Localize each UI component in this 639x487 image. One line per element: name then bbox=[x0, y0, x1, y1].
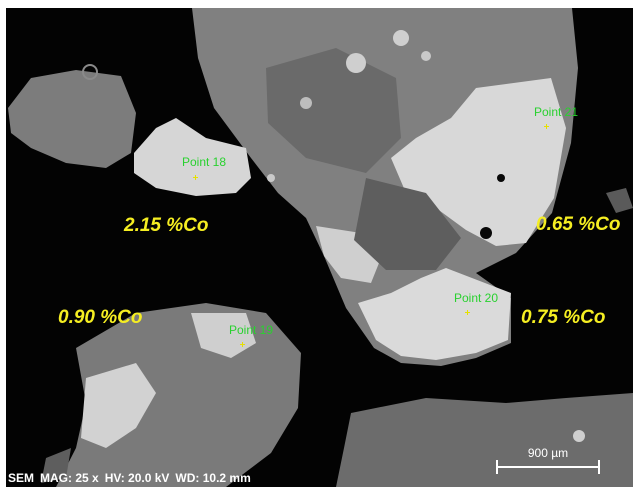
phase-dark-lower bbox=[354, 178, 461, 270]
instrument-label: SEM bbox=[8, 471, 35, 485]
magnification-label: MAG: 25 x bbox=[40, 471, 99, 485]
particle-upper-left bbox=[8, 70, 136, 168]
phase-dark-core bbox=[266, 48, 401, 173]
cobalt-annotation-3: 0.65 %Co bbox=[536, 214, 621, 235]
phase-bright-lower-left-2 bbox=[191, 313, 256, 358]
scale-bar: 900 µm bbox=[496, 446, 600, 476]
point-19-label: Point 19 bbox=[229, 323, 274, 337]
cobalt-annotation-2: 0.90 %Co bbox=[58, 307, 143, 328]
particle-shapes bbox=[8, 8, 633, 487]
phase-bright-upper-left bbox=[134, 118, 251, 196]
voltage-label: HV: 20.0 kV bbox=[104, 471, 170, 485]
point-18-label: Point 18 bbox=[182, 155, 227, 169]
cobalt-annotation-4: 0.75 %Co bbox=[521, 307, 606, 328]
cobalt-annotation-1: 2.15 %Co bbox=[124, 215, 209, 236]
point-20-marker bbox=[465, 310, 470, 315]
scale-bar-tick-right bbox=[598, 460, 600, 474]
phase-bright-right bbox=[391, 78, 566, 246]
point-20-label: Point 20 bbox=[454, 291, 499, 305]
point-21-marker bbox=[544, 124, 549, 129]
sem-micrograph: Point 18 Point 19 Point 20 Point 21 2.15… bbox=[6, 8, 633, 487]
phase-bright-lower-left bbox=[81, 363, 156, 448]
scale-bar-label: 900 µm bbox=[527, 446, 569, 460]
point-19-marker bbox=[240, 342, 245, 347]
point-21-label: Point 21 bbox=[534, 105, 579, 119]
scale-bar-tick-left bbox=[496, 460, 498, 474]
phase-bright-mid bbox=[358, 268, 511, 360]
working-distance-label: WD: 10.2 mm bbox=[175, 471, 251, 485]
sem-info-bar: SEM MAG: 25 x HV: 20.0 kV WD: 10.2 mm bbox=[6, 469, 257, 487]
point-18-marker bbox=[193, 175, 198, 180]
particle-bottom-right bbox=[336, 393, 633, 487]
scale-bar-line bbox=[496, 466, 600, 468]
